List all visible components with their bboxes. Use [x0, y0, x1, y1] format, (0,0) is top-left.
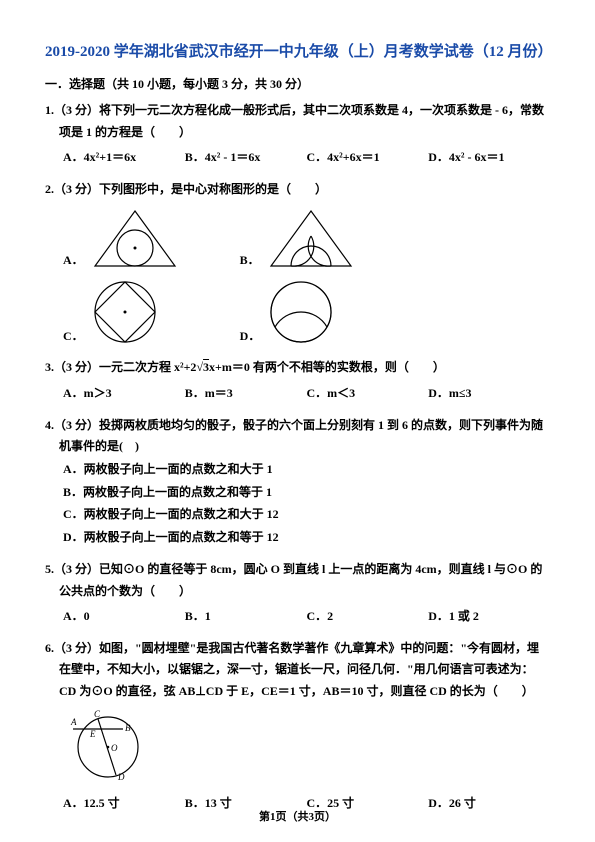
q3-stem-a: 3.（3 分）一元二次方程 x²+2	[45, 360, 196, 374]
q5-stem: 5.（3 分）已知⊙O 的直径等于 8cm，圆心 O 到直线 l 上一点的距离为…	[45, 559, 550, 602]
q4-options: A．两枚骰子向上一面的点数之和大于 1 B．两枚骰子向上一面的点数之和等于 1 …	[45, 458, 550, 549]
q2-opt-d-label: D．	[240, 326, 261, 348]
q2-figures-row1: A． B．	[45, 206, 550, 271]
svg-text:D: D	[117, 772, 125, 782]
question-1: 1.（3 分）将下列一元二次方程化成一般形式后，其中二次项系数是 4，一次项系数…	[45, 100, 550, 169]
svg-text:B: B	[125, 723, 131, 733]
svg-text:E: E	[89, 729, 96, 739]
question-4: 4.（3 分）投掷两枚质地均匀的骰子，骰子的六个面上分别刻有 1 到 6 的点数…	[45, 415, 550, 549]
q2-stem: 2.（3 分）下列图形中，是中心对称图形的是（ ）	[45, 179, 550, 201]
q3-opt-a: A．m＞3	[63, 383, 185, 405]
question-6: 6.（3 分）如图，"圆材埋壁"是我国古代著名数学著作《九章算术》中的问题："今…	[45, 638, 550, 815]
q3-stem: 3.（3 分）一元二次方程 x²+2√3x+m＝0 有两个不相等的实数根，则（ …	[45, 357, 550, 379]
q1-options: A．4x²+1＝6x B．4x² - 1＝6x C．4x²+6x＝1 D．4x²…	[45, 147, 550, 169]
question-3: 3.（3 分）一元二次方程 x²+2√3x+m＝0 有两个不相等的实数根，则（ …	[45, 357, 550, 404]
q2-figures-row2: C． D．	[45, 277, 550, 347]
q3-opt-d: D．m≤3	[428, 383, 550, 405]
q4-stem: 4.（3 分）投掷两枚质地均匀的骰子，骰子的六个面上分别刻有 1 到 6 的点数…	[45, 415, 550, 458]
q2-figure-d	[266, 277, 336, 347]
svg-text:O: O	[111, 743, 118, 753]
svg-text:C: C	[94, 709, 101, 719]
q2-figure-a	[90, 206, 180, 271]
q4-opt-c: C．两枚骰子向上一面的点数之和大于 12	[63, 503, 550, 526]
q3-stem-c: x+m＝0 有两个不相等的实数根，则（ ）	[209, 360, 445, 374]
section-1-header: 一．选择题（共 10 小题，每小题 3 分，共 30 分）	[45, 75, 550, 92]
q5-opt-d: D．1 或 2	[428, 606, 550, 628]
q6-stem: 6.（3 分）如图，"圆材埋壁"是我国古代著名数学著作《九章算术》中的问题："今…	[45, 638, 550, 703]
q2-figure-c	[90, 277, 160, 347]
q4-opt-d: D．两枚骰子向上一面的点数之和等于 12	[63, 526, 550, 549]
q6-figure: A B C D E O	[63, 707, 153, 782]
q4-opt-b: B．两枚骰子向上一面的点数之和等于 1	[63, 481, 550, 504]
page-title: 2019-2020 学年湖北省武汉市经开一中九年级（上）月考数学试卷（12 月份…	[45, 40, 550, 61]
q2-opt-c-label: C．	[63, 326, 84, 348]
q5-opt-b: B．1	[185, 606, 307, 628]
question-2: 2.（3 分）下列图形中，是中心对称图形的是（ ） A． B． C．	[45, 179, 550, 348]
q1-opt-b: B．4x² - 1＝6x	[185, 147, 307, 169]
q3-options: A．m＞3 B．m＝3 C．m＜3 D．m≤3	[45, 383, 550, 405]
q1-opt-c: C．4x²+6x＝1	[307, 147, 429, 169]
question-5: 5.（3 分）已知⊙O 的直径等于 8cm，圆心 O 到直线 l 上一点的距离为…	[45, 559, 550, 628]
q3-opt-b: B．m＝3	[185, 383, 307, 405]
q5-options: A．0 B．1 C．2 D．1 或 2	[45, 606, 550, 628]
q1-opt-d: D．4x² - 6x＝1	[428, 147, 550, 169]
svg-text:A: A	[70, 717, 77, 727]
q5-opt-c: C．2	[307, 606, 429, 628]
page-footer: 第1页（共3页）	[0, 808, 595, 824]
q3-opt-c: C．m＜3	[307, 383, 429, 405]
q1-opt-a: A．4x²+1＝6x	[63, 147, 185, 169]
q2-opt-b-label: B．	[240, 250, 260, 272]
q4-opt-a: A．两枚骰子向上一面的点数之和大于 1	[63, 458, 550, 481]
q2-opt-a-label: A．	[63, 250, 84, 272]
q5-opt-a: A．0	[63, 606, 185, 628]
q2-figure-b	[266, 206, 356, 271]
q1-stem: 1.（3 分）将下列一元二次方程化成一般形式后，其中二次项系数是 4，一次项系数…	[45, 100, 550, 143]
